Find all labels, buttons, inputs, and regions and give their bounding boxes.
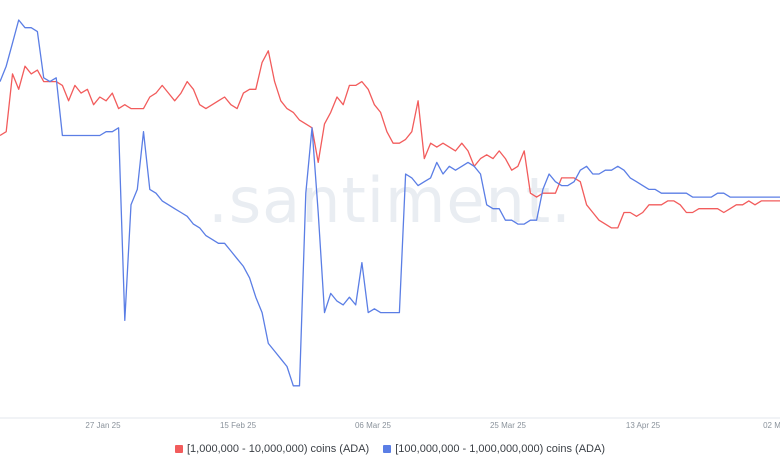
legend-label: [1,000,000 - 10,000,000) coins (ADA) xyxy=(187,443,370,455)
x-tick-label: 27 Jan 25 xyxy=(85,421,121,430)
series-line-1 xyxy=(0,19,780,387)
series-lines xyxy=(0,19,780,387)
series-line-0 xyxy=(0,50,780,229)
x-tick-label: 25 Mar 25 xyxy=(490,421,527,430)
legend-item-mid-holders[interactable]: [1,000,000 - 10,000,000) coins (ADA) xyxy=(175,443,369,455)
legend-label: [100,000,000 - 1,000,000,000) coins (ADA… xyxy=(395,443,605,455)
legend: [1,000,000 - 10,000,000) coins (ADA) [10… xyxy=(0,443,780,455)
legend-swatch-red xyxy=(175,445,183,453)
x-axis-ticks: 27 Jan 25 15 Feb 25 06 Mar 25 25 Mar 25 13 A… xyxy=(85,421,780,430)
x-tick-label: 02 M xyxy=(763,421,780,430)
x-tick-label: 06 Mar 25 xyxy=(355,421,392,430)
x-tick-label: 13 Apr 25 xyxy=(626,421,661,430)
watermark: .santiment. xyxy=(208,164,572,237)
x-tick-label: 15 Feb 25 xyxy=(220,421,257,430)
legend-item-whales[interactable]: [100,000,000 - 1,000,000,000) coins (ADA… xyxy=(383,443,605,455)
legend-swatch-blue xyxy=(383,445,392,453)
